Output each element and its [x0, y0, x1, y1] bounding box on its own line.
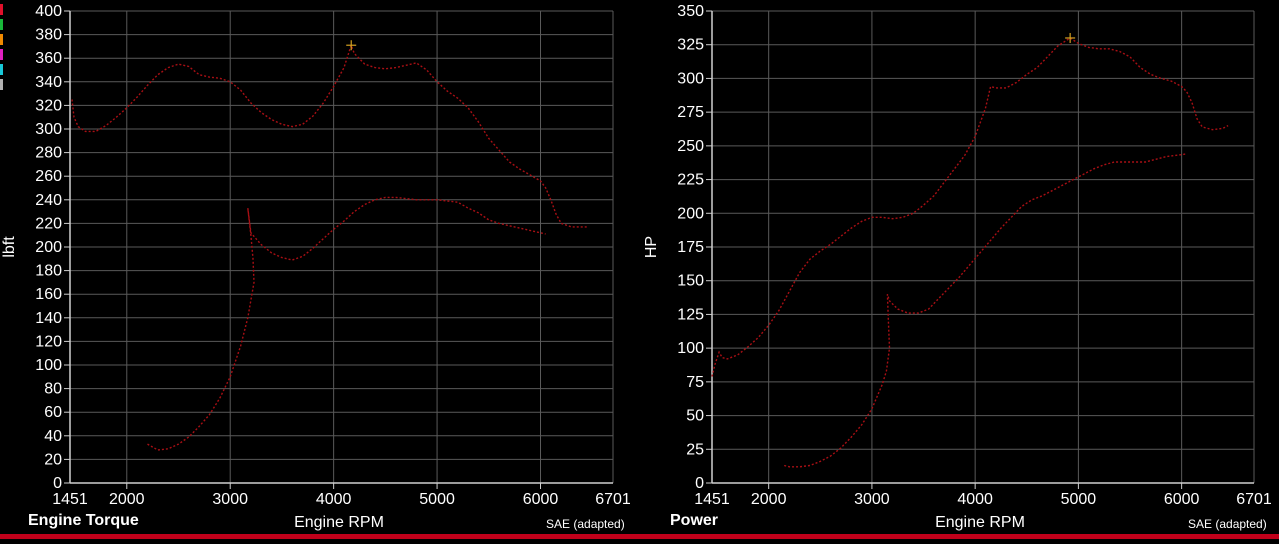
y-tick-label: 225 [677, 172, 704, 189]
y-tick-label: 400 [35, 3, 62, 20]
y-tick-label: 325 [677, 37, 704, 54]
y-tick-label: 75 [686, 374, 704, 391]
chart-title: Engine Torque [28, 512, 139, 529]
y-tick-label: 260 [35, 168, 62, 185]
y-tick-label: 150 [677, 273, 704, 290]
footnote-label: SAE (adapted) [546, 517, 625, 531]
y-tick-label: 275 [677, 104, 704, 121]
y-tick-label: 380 [35, 27, 62, 44]
torque-chart: 0 20 40 60 80 100 120 140 160 180 200 220 240 260 280 3… [1, 3, 631, 531]
legend-swatch-1[interactable] [0, 19, 3, 30]
y-tick-label: 220 [35, 215, 62, 232]
series-line-1 [147, 196, 546, 451]
legend-swatch-5[interactable] [0, 79, 3, 90]
y-tick-label: 280 [35, 145, 62, 162]
y-tick-label: 125 [677, 306, 704, 323]
series-line-1 [784, 153, 1187, 468]
y-tick-label: 0 [53, 475, 62, 492]
y-tick-label: 300 [35, 121, 62, 138]
legend-swatch-3[interactable] [0, 49, 3, 60]
y-tick-label: 360 [35, 50, 62, 67]
x-tick-label: 6000 [523, 491, 559, 508]
x-max-label: 6701 [595, 491, 631, 508]
y-tick-label: 50 [686, 408, 704, 425]
x-tick-label: 5000 [419, 491, 455, 508]
y-tick-label: 60 [44, 404, 62, 421]
y-tick-label: 120 [35, 333, 62, 350]
x-tick-label: 2000 [109, 491, 145, 508]
power-chart: 0 25 50 75 100 125 150 175 200 225 250 275 300 325 350… [643, 3, 1272, 531]
bottom-accent-bar [0, 534, 1279, 539]
x-min-label: 1451 [52, 491, 88, 508]
y-tick-label: 300 [677, 70, 704, 87]
y-tick-label: 200 [35, 239, 62, 256]
y-tick-label: 180 [35, 263, 62, 280]
y-tick-label: 20 [44, 451, 62, 468]
x-tick-label: 2000 [751, 491, 787, 508]
y-tick-label: 100 [677, 340, 704, 357]
x-tick-label: 6000 [1164, 491, 1200, 508]
y-tick-label: 100 [35, 357, 62, 374]
y-tick-label: 25 [686, 441, 704, 458]
y-axis-label: HP [643, 236, 660, 258]
series-line-0 [711, 37, 1229, 377]
legend-swatches[interactable] [0, 4, 3, 94]
chart-title: Power [670, 512, 718, 529]
legend-swatch-4[interactable] [0, 64, 3, 75]
y-tick-label: 320 [35, 97, 62, 114]
y-tick-label: 340 [35, 74, 62, 91]
y-tick-label: 200 [677, 205, 704, 222]
y-tick-label: 80 [44, 381, 62, 398]
x-max-label: 6701 [1236, 491, 1272, 508]
footnote-label: SAE (adapted) [1188, 517, 1267, 531]
legend-swatch-0[interactable] [0, 4, 3, 15]
peak-marker[interactable] [1065, 32, 1076, 43]
y-tick-label: 0 [695, 475, 704, 492]
y-axis-label: lbft [1, 236, 18, 258]
x-axis-label: Engine RPM [935, 514, 1025, 531]
x-tick-label: 5000 [1061, 491, 1097, 508]
x-tick-label: 3000 [854, 491, 890, 508]
y-tick-label: 40 [44, 428, 62, 445]
y-tick-label: 140 [35, 310, 62, 327]
y-tick-label: 175 [677, 239, 704, 256]
legend-swatch-2[interactable] [0, 34, 3, 45]
x-tick-label: 3000 [212, 491, 248, 508]
x-min-label: 1451 [694, 491, 730, 508]
y-tick-label: 350 [677, 3, 704, 20]
x-tick-label: 4000 [316, 491, 352, 508]
peak-marker[interactable] [346, 40, 357, 51]
x-tick-label: 4000 [957, 491, 993, 508]
y-tick-label: 250 [677, 138, 704, 155]
x-axis-label: Engine RPM [294, 514, 384, 531]
y-tick-label: 240 [35, 192, 62, 209]
y-tick-label: 160 [35, 286, 62, 303]
